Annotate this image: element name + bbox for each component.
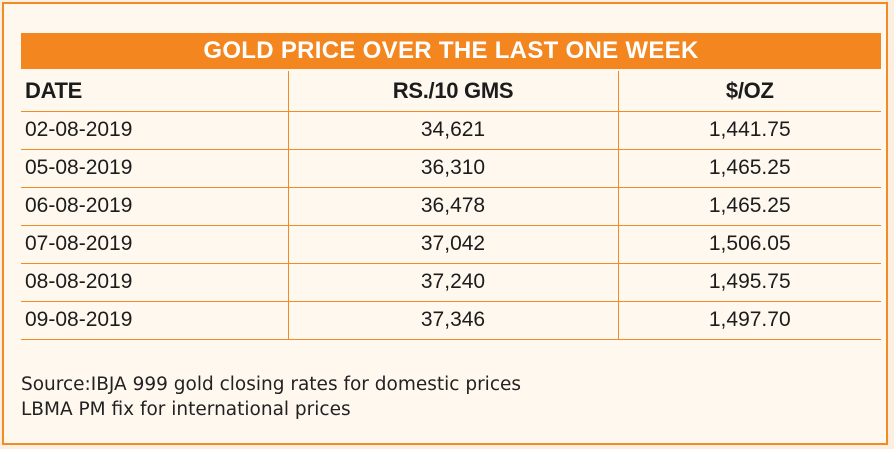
rs-price-cell: 34,621 [287, 110, 618, 149]
gold-price-card: GOLD PRICE OVER THE LAST ONE WEEK DATE R… [2, 2, 888, 445]
usd-price-cell: 1,465.25 [617, 186, 881, 225]
table-header-row: DATE RS./10 GMS $/OZ [21, 71, 881, 111]
usd-price-cell: 1,441.75 [617, 110, 881, 149]
usd-price-cell: 1,506.05 [617, 224, 881, 263]
date-cell: 06-08-2019 [21, 186, 288, 225]
source-line-international: LBMA PM fix for international prices [21, 399, 351, 420]
usd-price-cell: 1,497.70 [617, 300, 881, 340]
rs-price-cell: 37,042 [287, 224, 618, 263]
gold-price-table: DATE RS./10 GMS $/OZ 02-08-2019 34,621 1… [21, 71, 881, 340]
usd-price-cell: 1,465.25 [617, 148, 881, 187]
rs-price-cell: 36,478 [287, 186, 618, 225]
source-note: Source:IBJA 999 gold closing rates for d… [21, 372, 881, 422]
column-header-rs-per-10-gms: RS./10 GMS [287, 71, 618, 111]
date-cell: 09-08-2019 [21, 300, 288, 340]
rs-price-cell: 37,346 [287, 300, 618, 340]
source-line-domestic: Source:IBJA 999 gold closing rates for d… [21, 374, 522, 395]
date-cell: 05-08-2019 [21, 148, 288, 187]
date-cell: 02-08-2019 [21, 110, 288, 149]
table-row: 05-08-2019 36,310 1,465.25 [21, 148, 881, 187]
date-cell: 07-08-2019 [21, 224, 288, 263]
column-header-date: DATE [25, 77, 83, 103]
table-row: 07-08-2019 37,042 1,506.05 [21, 224, 881, 263]
table-title: GOLD PRICE OVER THE LAST ONE WEEK [21, 33, 881, 69]
rs-price-cell: 37,240 [287, 262, 618, 301]
date-cell: 08-08-2019 [21, 262, 288, 301]
table-row: 08-08-2019 37,240 1,495.75 [21, 262, 881, 301]
table-row: 02-08-2019 34,621 1,441.75 [21, 110, 881, 149]
usd-price-cell: 1,495.75 [617, 262, 881, 301]
table-row: 09-08-2019 37,346 1,497.70 [21, 300, 881, 340]
column-header-usd-per-oz: $/OZ [617, 71, 881, 111]
rs-price-cell: 36,310 [287, 148, 618, 187]
table-row: 06-08-2019 36,478 1,465.25 [21, 186, 881, 225]
